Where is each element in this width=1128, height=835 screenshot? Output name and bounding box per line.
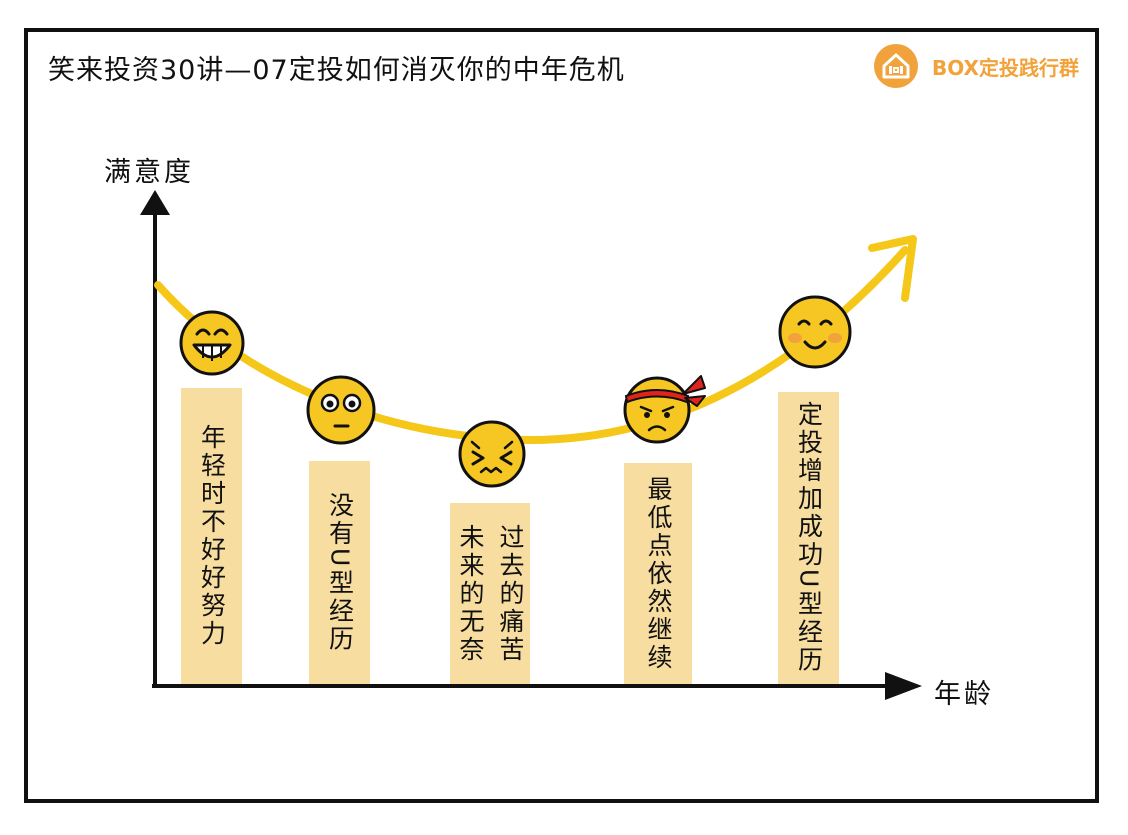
x-axis-label: 年龄 — [934, 679, 994, 710]
stage-box-2: 没有U型经历 — [309, 461, 370, 684]
smiling-face-icon — [778, 295, 852, 369]
stage-label-3a: 未来的无奈 — [456, 523, 485, 664]
stage-label-1: 年轻时不好好努力 — [197, 424, 227, 648]
y-axis-arrow-icon — [140, 190, 170, 215]
stage-label-4: 最低点依然继续 — [644, 475, 673, 672]
stage-box-5: 定投增加成功U型经历 — [778, 392, 839, 684]
house-logo-icon — [874, 44, 918, 88]
determined-face-icon — [623, 375, 706, 444]
curve-arrow-head-icon — [868, 235, 917, 302]
distressed-face-icon — [458, 420, 526, 488]
stage-label-5: 定投增加成功U型经历 — [794, 401, 824, 675]
stage-box-1: 年轻时不好好努力 — [181, 388, 242, 684]
page-title: 笑来投资30讲—07定投如何消灭你的中年危机 — [48, 55, 625, 86]
stage-label-3b: 过去的痛苦 — [496, 523, 525, 664]
stage-label-2: 没有U型经历 — [325, 491, 355, 654]
stage-box-4: 最低点依然继续 — [624, 463, 692, 684]
stage-box-3: 未来的无奈 过去的痛苦 — [450, 503, 530, 684]
axes — [140, 190, 922, 700]
surprised-face-icon — [306, 375, 376, 445]
grinning-face-icon — [179, 310, 245, 376]
brand-badge: BOX定投践行群 — [874, 44, 1079, 88]
brand-name: BOX定投践行群 — [932, 55, 1079, 80]
x-axis-arrow-icon — [885, 672, 922, 700]
y-axis-label: 满意度 — [104, 157, 194, 188]
